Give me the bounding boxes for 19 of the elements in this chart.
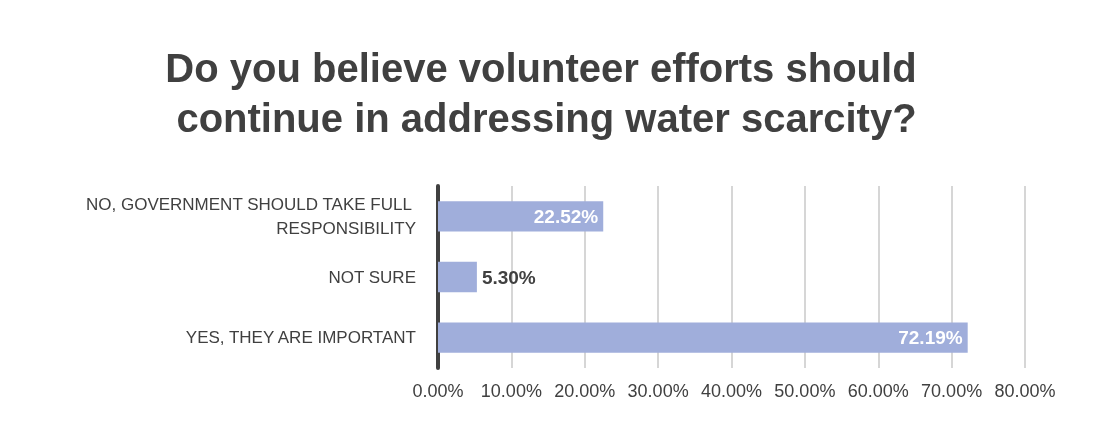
bar [438,322,968,353]
data-label: 5.30% [481,266,536,288]
data-label: 72.19% [898,327,963,349]
x-tick-label: 10.00% [480,381,542,401]
chart-title: Do you believe volunteer efforts should continue in addressing water scarcity? [165,46,928,140]
x-tick-label: 20.00% [554,381,616,401]
y-tick-label: NOT SURE [328,267,416,287]
bar [438,201,604,232]
x-tick-label: 60.00% [847,381,909,401]
x-tick-label: 40.00% [700,381,763,401]
bar [438,261,477,293]
x-tick-label: 70.00% [921,381,983,401]
x-tick-label: 30.00% [627,381,689,401]
y-tick-label: NO, GOVERNMENT SHOULD TAKE FULL RESPONSIBILITY [86,194,416,238]
y-tick-label: YES, THEY ARE IMPORTANT [185,328,416,348]
x-tick-label: 0.00% [412,381,464,401]
x-tick-label: 80.00% [994,381,1056,401]
x-tick-label: 50.00% [774,381,836,401]
data-label: 22.52% [533,205,599,227]
